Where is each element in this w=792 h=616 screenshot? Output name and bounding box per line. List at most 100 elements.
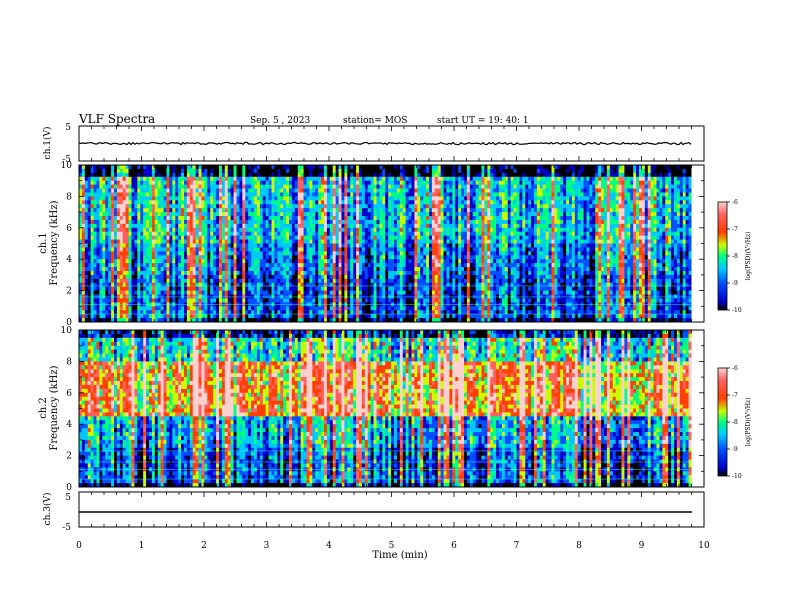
spectrogram-cell xyxy=(228,200,231,204)
spectrogram-cell xyxy=(219,291,222,295)
spectrogram-cell xyxy=(132,228,135,232)
spectrogram-cell xyxy=(210,216,213,220)
spectrogram-cell xyxy=(155,314,158,318)
spectrogram-cell xyxy=(216,204,219,208)
spectrogram-cell xyxy=(172,251,175,255)
spectrogram-cell xyxy=(286,247,289,251)
spectrogram-cell xyxy=(164,196,167,200)
spectrogram-cell xyxy=(417,271,420,275)
spectrogram-cell xyxy=(117,189,120,193)
spectrogram-cell xyxy=(403,216,406,220)
spectrogram-cell xyxy=(260,181,263,185)
spectrogram-cell xyxy=(269,232,272,236)
spectrogram-cell xyxy=(134,204,137,208)
spectrogram-cell xyxy=(426,271,429,275)
spectrogram-cell xyxy=(146,291,149,295)
spectrogram-cell xyxy=(350,279,353,283)
spectrogram-cell xyxy=(140,287,143,291)
spectrogram-cell xyxy=(161,173,164,177)
spectrogram-cell xyxy=(158,189,161,193)
spectrogram-cell xyxy=(382,244,385,248)
spectrogram-cell xyxy=(105,244,108,248)
spectrogram-cell xyxy=(333,279,336,283)
spectrogram-cell xyxy=(342,298,345,302)
spectrogram-cell xyxy=(266,263,269,267)
spectrogram-cell xyxy=(108,212,111,216)
spectrogram-cell xyxy=(289,224,292,228)
spectrogram-cell xyxy=(178,251,181,255)
spectrogram-cell xyxy=(248,267,251,271)
spectrogram-cell xyxy=(245,200,248,204)
spectrogram-cell xyxy=(172,259,175,263)
spectrogram-cell xyxy=(379,204,382,208)
spectrogram-cell xyxy=(403,192,406,196)
spectrogram-cell xyxy=(204,240,207,244)
spectrogram-cell xyxy=(216,177,219,181)
spectrogram-cell xyxy=(88,169,91,173)
spectrogram-cell xyxy=(149,267,152,271)
spectrogram-cell xyxy=(196,291,199,295)
spectrogram-cell xyxy=(149,208,152,212)
spectrogram-cell xyxy=(175,263,178,267)
spectrogram-cell xyxy=(99,247,102,251)
spectrogram-cell xyxy=(169,314,172,318)
spectrogram-cell xyxy=(172,279,175,283)
spectrogram-cell xyxy=(394,251,397,255)
spectrogram-cell xyxy=(394,177,397,181)
spectrogram-cell xyxy=(114,240,117,244)
spectrogram-cell xyxy=(216,236,219,240)
spectrogram-cell xyxy=(152,275,155,279)
spectrogram-cell xyxy=(283,196,286,200)
spectrogram-cell xyxy=(426,204,429,208)
spectrogram-cell xyxy=(239,216,242,220)
spectrogram-cell xyxy=(184,196,187,200)
spectrogram-cell xyxy=(129,189,132,193)
spectrogram-cell xyxy=(164,169,167,173)
spectrogram-cell xyxy=(400,298,403,302)
spectrogram-cell xyxy=(336,192,339,196)
spectrogram-cell xyxy=(129,267,132,271)
spectrogram-cell xyxy=(298,169,301,173)
spectrogram-cell xyxy=(234,173,237,177)
spectrogram-cell xyxy=(342,181,345,185)
spectrogram-cell xyxy=(388,220,391,224)
spectrogram-cell xyxy=(134,236,137,240)
spectrogram-cell xyxy=(140,216,143,220)
spectrogram-cell xyxy=(309,283,312,287)
spectrogram-cell xyxy=(342,291,345,295)
spectrogram-cell xyxy=(143,287,146,291)
spectrogram-cell xyxy=(417,259,420,263)
spectrogram-cell xyxy=(385,208,388,212)
spectrogram-cell xyxy=(111,279,114,283)
spectrogram-cell xyxy=(248,220,251,224)
spectrogram-cell xyxy=(374,192,377,196)
spectrogram-cell xyxy=(409,208,412,212)
spectrogram-cell xyxy=(152,306,155,310)
spectrogram-cell xyxy=(82,236,85,240)
spectrogram-cell xyxy=(117,247,120,251)
spectrogram-cell xyxy=(120,192,123,196)
spectrogram-cell xyxy=(126,216,129,220)
spectrogram-cell xyxy=(356,192,359,196)
spectrogram-cell xyxy=(391,200,394,204)
spectrogram-cell xyxy=(225,291,228,295)
spectrogram-cell xyxy=(237,275,240,279)
spectrogram-cell xyxy=(336,216,339,220)
spectrogram-cell xyxy=(82,200,85,204)
spectrogram-cell xyxy=(362,189,365,193)
spectrogram-cell xyxy=(123,255,126,259)
spectrogram-cell xyxy=(342,224,345,228)
spectrogram-cell xyxy=(277,240,280,244)
spectrogram-cell xyxy=(97,251,100,255)
spectrogram-cell xyxy=(146,216,149,220)
spectrogram-cell xyxy=(429,181,432,185)
spectrogram-cell xyxy=(152,181,155,185)
spectrogram-cell xyxy=(237,224,240,228)
spectrogram-cell xyxy=(417,216,420,220)
spectrogram-cell xyxy=(158,287,161,291)
spectrogram-cell xyxy=(266,177,269,181)
spectrogram-cell xyxy=(146,259,149,263)
spectrogram-cell xyxy=(134,283,137,287)
spectrogram-cell xyxy=(312,232,315,236)
spectrogram-cell xyxy=(406,165,409,169)
